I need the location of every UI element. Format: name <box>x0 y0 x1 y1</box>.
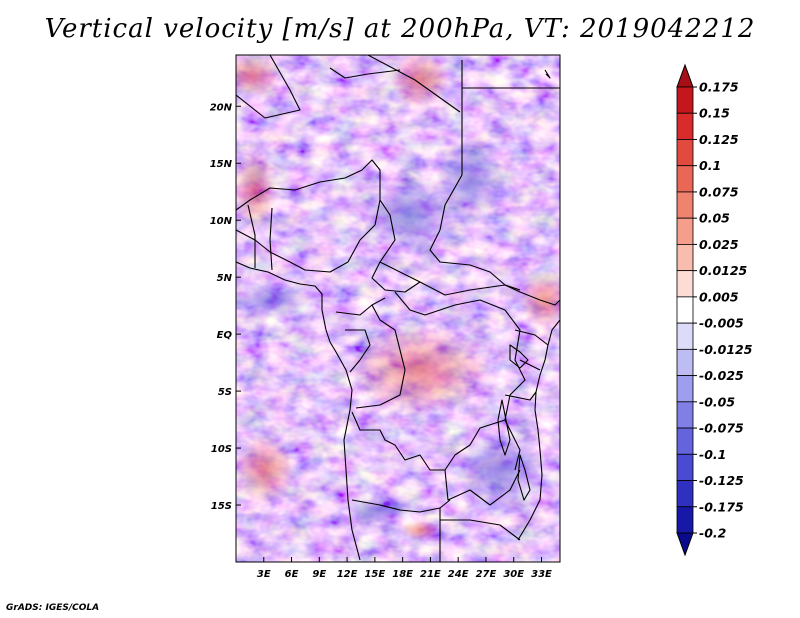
colorbar-label: 0.075 <box>699 184 739 199</box>
colorbar-swatch <box>676 480 694 508</box>
map-axes: 3E 6E 9E 12E 15E 18E 21E 24E 27E 30E 33E 20N 15N 10N 5… <box>210 102 552 580</box>
colorbar-label: -0.025 <box>699 368 744 383</box>
lon-tick-label: 18E <box>392 569 413 580</box>
lon-tick-label: 21E <box>420 569 441 580</box>
colorbar-label: 0.15 <box>699 106 730 121</box>
colorbar-label: 0.05 <box>699 211 730 226</box>
colorbar-swatch <box>676 191 694 219</box>
lon-tick-label: 30E <box>503 569 524 580</box>
lon-tick-label: 24E <box>448 569 469 580</box>
colorbar-label: 0.005 <box>699 289 739 304</box>
colorbar-label: -0.075 <box>699 421 744 436</box>
colorbar-bottom-arrow <box>676 532 694 557</box>
colorbar-swatch <box>676 348 694 376</box>
lon-tick-label: 9E <box>312 569 326 580</box>
lon-tick-label: 27E <box>476 569 497 580</box>
lon-tick-label: 3E <box>257 569 271 580</box>
colorbar-label: -0.005 <box>699 316 744 331</box>
lat-tick-label: 20N <box>210 102 233 113</box>
colorbar-swatch <box>676 401 694 429</box>
colorbar-swatch <box>676 244 694 272</box>
colorbar-label: 0.125 <box>699 132 739 147</box>
colorbar-label: -0.05 <box>699 394 735 409</box>
velocity-field-plot <box>236 55 560 562</box>
lat-tick-label: EQ <box>217 330 233 341</box>
colorbar-swatch <box>676 427 694 455</box>
colorbar-label: 0.0125 <box>699 263 748 278</box>
colorbar-swatch <box>676 139 694 167</box>
country-borders <box>236 55 560 562</box>
lat-tick-label: 15N <box>210 159 233 170</box>
colorbar-label: -0.175 <box>699 499 744 514</box>
lat-tick-label: 5S <box>218 387 232 398</box>
colorbar-label: -0.125 <box>699 473 744 488</box>
colorbar-label: 0.175 <box>699 80 739 95</box>
colorbar-swatch <box>676 453 694 481</box>
lat-tick-label: 15S <box>211 501 232 512</box>
colorbar-top-arrow <box>676 63 694 88</box>
colorbar-swatch <box>676 296 694 324</box>
colorbar-swatch <box>676 112 694 140</box>
plot-frame <box>235 54 561 563</box>
colorbar-swatch <box>676 506 694 534</box>
grads-credit: GrADS: IGES/COLA <box>6 603 100 613</box>
colorbar-swatch <box>676 165 694 193</box>
colorbar-swatch <box>676 270 694 298</box>
lat-tick-label: 10S <box>211 444 232 455</box>
colorbar-swatch <box>676 86 694 114</box>
lon-tick-label: 15E <box>364 569 385 580</box>
lon-tick-label: 6E <box>285 569 299 580</box>
colorbar-label: -0.2 <box>699 526 726 541</box>
lat-tick-label: 5N <box>217 273 233 284</box>
colorbar-label: 0.025 <box>699 237 739 252</box>
colorbar-swatch <box>676 322 694 350</box>
colorbar-label: -0.0125 <box>699 342 753 357</box>
lat-tick-label: 10N <box>210 216 233 227</box>
lon-tick-label: 33E <box>531 569 552 580</box>
lon-tick-label: 12E <box>337 569 358 580</box>
map-title: Vertical velocity [m/s] at 200hPa, VT: 2… <box>44 14 756 44</box>
colorbar-swatch <box>676 375 694 403</box>
colorbar: 0.175 0.15 0.125 0.1 0.075 0.05 0.025 0.0125 0.0… <box>676 63 753 557</box>
colorbar-swatch <box>676 217 694 245</box>
colorbar-label: 0.1 <box>699 158 721 173</box>
colorbar-label: -0.1 <box>699 447 726 462</box>
